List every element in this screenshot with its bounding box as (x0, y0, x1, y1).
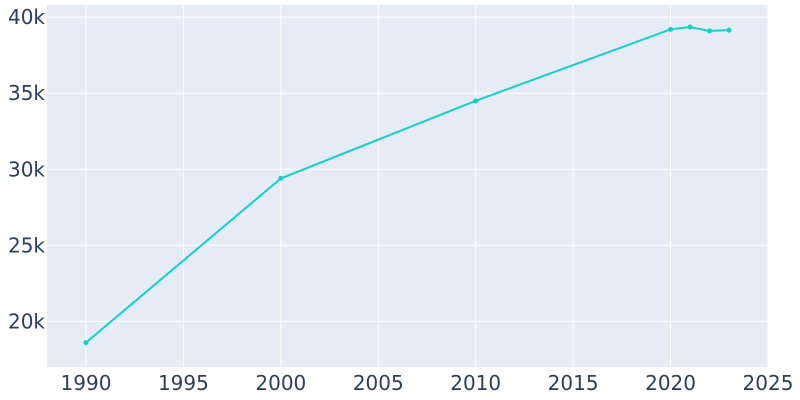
data-point-1990 (83, 340, 89, 346)
y-tick-label: 40k (8, 5, 45, 29)
data-point-2020 (668, 26, 674, 32)
data-point-2022 (707, 28, 713, 34)
y-tick-label: 25k (8, 233, 45, 257)
data-point-2010 (473, 98, 479, 104)
y-tick-label: 20k (8, 309, 45, 333)
x-tick-label: 1995 (158, 371, 209, 395)
y-tick-label: 30k (8, 157, 45, 181)
data-point-2000 (278, 175, 284, 181)
y-tick-label: 35k (8, 81, 45, 105)
y-axis-ticks: 20k 25k 30k 35k 40k (8, 5, 45, 333)
x-axis-ticks: 1990 1995 2000 2005 2010 2015 2020 2025 (61, 371, 794, 395)
plot-background (47, 5, 768, 367)
series-points (83, 24, 732, 346)
data-point-2021 (687, 24, 693, 30)
data-point-2023 (726, 27, 732, 33)
x-tick-label: 2005 (353, 371, 404, 395)
x-tick-label: 2010 (450, 371, 501, 395)
x-tick-label: 2000 (255, 371, 306, 395)
x-tick-label: 2020 (645, 371, 696, 395)
x-tick-label: 2015 (548, 371, 599, 395)
x-tick-label: 2025 (743, 371, 794, 395)
x-tick-label: 1990 (61, 371, 112, 395)
